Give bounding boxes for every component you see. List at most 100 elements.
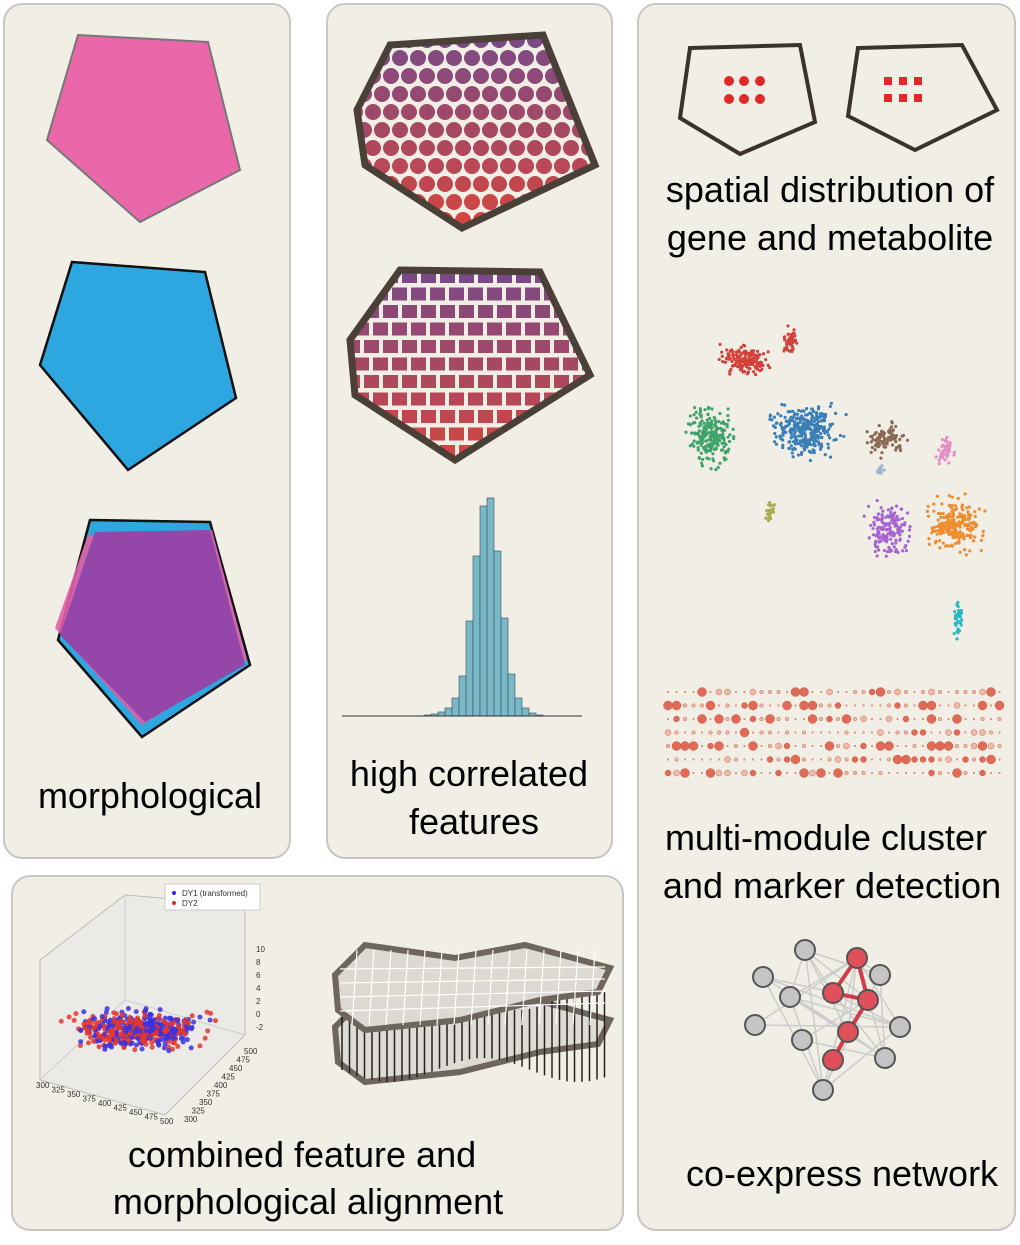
dot [956,758,959,761]
point [109,1044,115,1050]
mesh-line [487,949,494,1026]
point [815,422,819,426]
point [783,338,787,342]
node [744,1014,766,1036]
point [147,1011,153,1017]
point [940,438,944,442]
point [905,511,910,515]
pattern-brick [449,322,464,336]
point [809,451,813,455]
tick-label: 425 [222,1073,236,1082]
pattern-dot [419,68,435,84]
point [791,447,795,451]
point [793,431,797,436]
point [697,434,702,438]
mesh-line [453,949,460,1026]
point [873,543,877,547]
point [951,508,956,512]
point [712,415,716,420]
point [692,444,696,448]
point [866,504,871,508]
node [837,1021,859,1043]
point [726,418,731,422]
point [965,522,969,527]
point [941,528,945,532]
point [961,516,965,520]
point [900,434,904,438]
point [905,438,910,442]
label: high correlated [350,753,588,794]
dot [922,745,925,748]
pattern-dot [536,158,552,174]
hist-bar [479,505,488,717]
point [817,426,822,431]
dot [955,690,960,695]
point [709,438,713,442]
point [815,439,819,443]
dot [701,731,704,734]
histogram [423,497,544,717]
point [706,431,710,435]
point [960,520,964,524]
dot [926,714,937,724]
pattern-brick [497,410,512,423]
point [734,350,739,354]
point [86,1040,92,1046]
mesh-line [339,990,606,998]
dot [809,769,816,777]
shape [45,33,242,224]
tick-label: 475 [145,1113,159,1122]
point [105,1019,111,1025]
dot [894,702,901,709]
point [939,532,943,536]
point [933,541,937,545]
dot [741,769,748,777]
pattern-brick [392,287,407,301]
pattern-dot [446,194,462,210]
dot [663,700,673,711]
point [78,1039,84,1045]
pattern-dot [500,50,516,66]
point [149,1022,155,1028]
dot [845,704,848,707]
point [202,1035,208,1041]
dot [844,771,849,776]
dot [871,745,874,748]
point [822,419,827,423]
point [153,1031,159,1037]
point [144,1022,150,1028]
point [873,448,877,452]
point [765,509,769,513]
dot [726,745,729,748]
dot [691,730,696,735]
dot [896,772,899,775]
point [958,530,962,534]
point [806,426,810,430]
dot [834,756,842,763]
point [886,439,890,443]
point [779,436,783,441]
point [932,502,936,506]
point [961,508,965,512]
dot [888,731,891,734]
point [877,444,881,448]
pattern-brick [478,410,493,423]
edge [754,957,858,1026]
dot [919,729,927,736]
dot [819,703,824,708]
point [887,515,891,519]
dot [836,717,841,722]
point [882,436,886,440]
point [113,1011,119,1017]
point [706,438,710,442]
dot [819,717,824,722]
dot [673,715,680,723]
point [127,1030,133,1036]
point [712,430,716,434]
dot [979,688,986,696]
point [102,1043,108,1049]
legend-label: DY1 (transformed) [182,889,248,898]
dot [709,691,712,694]
point [104,1006,110,1012]
pattern-brick [478,375,493,388]
